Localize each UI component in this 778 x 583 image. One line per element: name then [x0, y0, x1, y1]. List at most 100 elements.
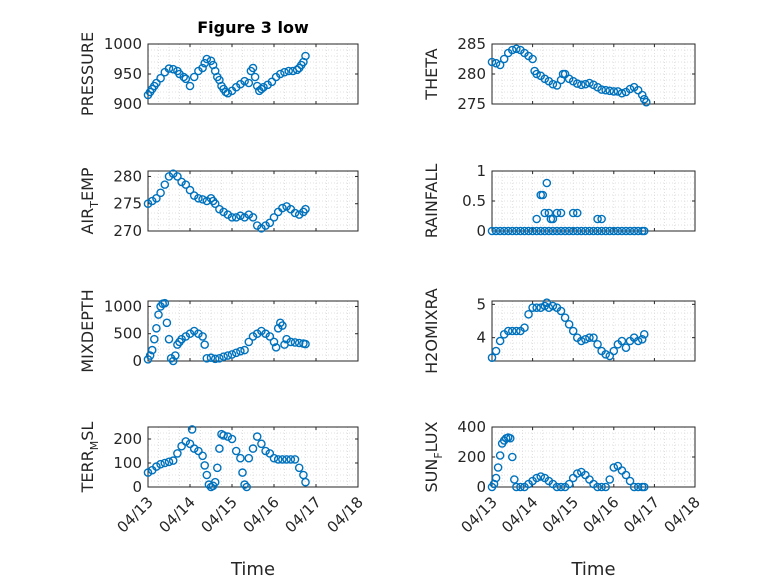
data-point	[556, 306, 566, 316]
data-point	[257, 84, 266, 94]
data-point	[510, 475, 519, 484]
data-point	[629, 226, 639, 236]
data-point	[198, 63, 207, 73]
data-point	[162, 318, 172, 328]
data-point	[181, 180, 191, 189]
data-point	[621, 343, 631, 352]
x-tick-label: 04/15	[539, 493, 582, 536]
data-point	[593, 226, 602, 236]
data-point	[156, 188, 165, 198]
data-point	[548, 79, 558, 89]
data-point	[149, 334, 159, 344]
data-point	[290, 455, 300, 464]
data-point	[487, 226, 497, 236]
data-point	[536, 226, 546, 236]
data-point	[236, 453, 245, 463]
data-point	[536, 472, 546, 481]
data-point	[532, 214, 541, 224]
data-point	[613, 87, 623, 96]
data-point	[585, 333, 594, 342]
x-tick-label: 04/18	[324, 493, 367, 536]
data-point	[152, 323, 161, 333]
data-point	[532, 303, 541, 312]
data-point	[609, 346, 619, 356]
data-point	[173, 449, 182, 458]
data-point	[210, 477, 220, 487]
data-point	[585, 78, 594, 88]
data-point	[495, 336, 505, 346]
data-point	[164, 334, 174, 344]
data-point	[185, 439, 195, 449]
data-point	[552, 226, 562, 236]
data-point	[568, 226, 578, 236]
data-point	[507, 452, 517, 462]
y-axis-label: TERRMSL	[78, 422, 101, 494]
subplot-7: 0 100 200 TERRMSL 04/1304/1404/1504/1604/170…	[78, 422, 367, 580]
data-point	[556, 226, 566, 236]
data-point	[269, 337, 279, 347]
data-point	[227, 350, 237, 359]
data-point	[200, 461, 209, 470]
data-point	[625, 84, 635, 94]
data-point	[269, 453, 279, 463]
data-point	[609, 226, 619, 236]
data-point	[621, 470, 631, 480]
data-point	[179, 72, 188, 82]
data-point	[528, 226, 537, 236]
data-point	[601, 482, 610, 492]
data-point	[227, 434, 237, 444]
data-point	[552, 81, 562, 90]
y-axis-label: AIRTEMP	[78, 167, 101, 234]
data-point	[164, 457, 174, 467]
data-point	[564, 226, 574, 236]
data-point	[552, 208, 562, 218]
data-point	[641, 97, 651, 107]
data-point	[633, 482, 643, 492]
data-point	[294, 463, 304, 473]
data-point	[156, 459, 165, 469]
y-axis-label: PRESSURE	[78, 32, 97, 116]
data-point	[540, 226, 550, 236]
data-point	[185, 185, 195, 195]
y-tick-label: 200	[113, 430, 142, 448]
data-point	[637, 335, 647, 344]
data-point	[621, 226, 631, 236]
data-point	[301, 477, 310, 487]
y-tick-label: 5	[476, 295, 486, 313]
data-point	[495, 226, 505, 236]
y-tick-label: 900	[113, 95, 142, 113]
data-point	[286, 337, 296, 347]
data-point	[252, 432, 262, 441]
data-point	[267, 77, 277, 87]
data-point	[639, 482, 649, 492]
y-axis-label: RAINFALL	[422, 164, 441, 239]
y-tick-label: 280	[457, 65, 486, 83]
data-point	[572, 79, 582, 88]
axes-box	[491, 300, 696, 362]
data-point	[503, 326, 513, 336]
data-point	[231, 213, 241, 222]
data-point	[609, 463, 619, 472]
x-axis-label: Time	[230, 559, 275, 580]
subplot-1: 900 950 1000 PRESSURE Figure 3 low	[78, 18, 359, 116]
y-tick-label: 0	[476, 478, 486, 496]
data-point	[542, 178, 552, 188]
y-tick-label: 950	[113, 65, 142, 83]
subplot-2: 275 280 285 THETA	[422, 35, 696, 113]
data-point	[597, 226, 606, 236]
data-point	[248, 444, 258, 453]
data-point	[532, 69, 541, 79]
data-point	[273, 455, 283, 464]
data-point	[507, 226, 517, 236]
y-tick-label: 0	[132, 352, 142, 370]
data-point	[259, 82, 268, 92]
x-tick-label: 04/14	[498, 493, 541, 536]
y-tick-label: 0	[476, 222, 486, 240]
data-point	[194, 446, 203, 456]
data-point	[292, 65, 302, 75]
data-point	[170, 351, 180, 360]
data-point	[250, 72, 260, 82]
data-point	[152, 193, 161, 203]
data-point	[520, 226, 529, 236]
y-tick-label: 100	[113, 454, 142, 472]
